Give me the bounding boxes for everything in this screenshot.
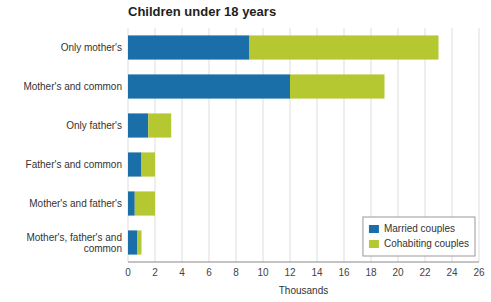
category-label: Mother's, father's andcommon (26, 232, 122, 254)
tick-label: 2 (152, 267, 158, 278)
bar (290, 74, 385, 98)
legend-entry: Cohabiting couples (384, 238, 469, 249)
bar (128, 113, 148, 137)
grid-line (479, 28, 480, 262)
category-label: Only mother's (61, 42, 122, 53)
title: Children under 18 years (128, 4, 276, 19)
bar (128, 35, 250, 59)
bar (128, 74, 290, 98)
tick-label: 0 (125, 267, 131, 278)
axis-label: Thousands (279, 285, 328, 296)
grid-line (128, 28, 129, 262)
grid (128, 28, 479, 262)
bar (135, 191, 155, 215)
category-label: Mother's and father's (29, 198, 122, 209)
bar (128, 191, 135, 215)
category-label: Only father's (66, 120, 122, 131)
grid-line (182, 28, 183, 262)
tick-label: 14 (311, 267, 323, 278)
legend-entry: Married couples (384, 223, 455, 234)
legend-box (363, 217, 475, 256)
grid-line (317, 28, 318, 262)
legend: Married couples Cohabiting couples (363, 217, 475, 256)
grid-line (263, 28, 264, 262)
tick-label: 4 (179, 267, 185, 278)
category-label: Mother's and common (23, 81, 122, 92)
tick-label: 6 (206, 267, 212, 278)
tick-label: 16 (338, 267, 350, 278)
tick-label: 8 (233, 267, 239, 278)
grid-line (155, 28, 156, 262)
legend-swatch (369, 240, 379, 248)
tick-label: 10 (257, 267, 269, 278)
tick-label: 12 (284, 267, 296, 278)
tick-label: 18 (365, 267, 377, 278)
grid-line (236, 28, 237, 262)
bar (128, 152, 142, 176)
bar (250, 35, 439, 59)
x-axis-line (128, 262, 479, 263)
tick-label: 22 (419, 267, 431, 278)
bar (148, 113, 171, 137)
chart: Children under 18 years02468101214161820… (0, 0, 491, 302)
tick-label: 24 (446, 267, 458, 278)
bar (137, 230, 141, 254)
grid-line (344, 28, 345, 262)
legend-swatch (369, 225, 379, 233)
bar (142, 152, 156, 176)
bar (128, 230, 137, 254)
category-label: Father's and common (26, 159, 122, 170)
tick-label: 20 (392, 267, 404, 278)
tick-label: 26 (473, 267, 485, 278)
grid-line (290, 28, 291, 262)
grid-line (209, 28, 210, 262)
